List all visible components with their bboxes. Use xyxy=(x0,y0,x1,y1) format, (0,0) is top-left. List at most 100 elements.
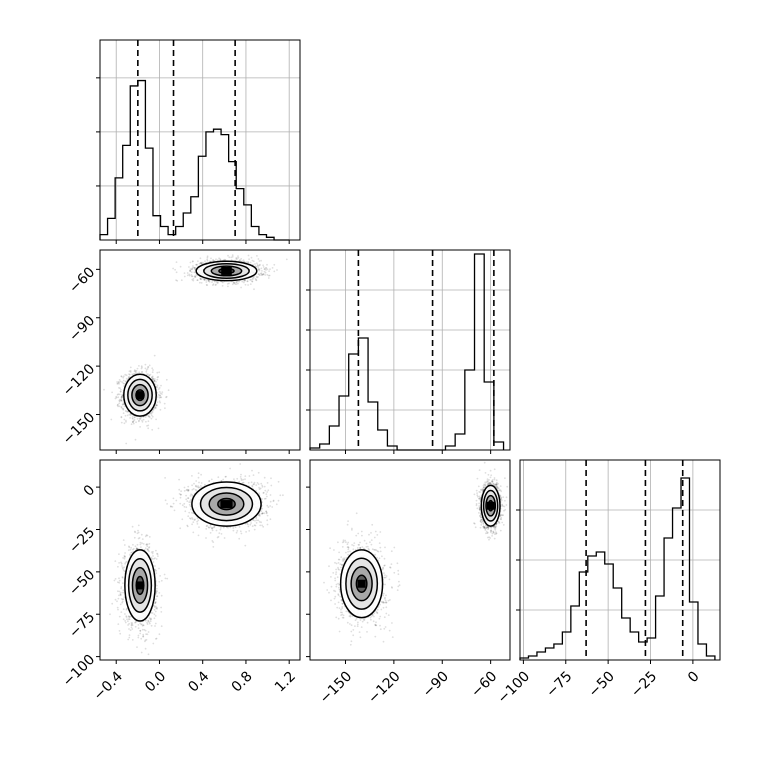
sample-point xyxy=(140,371,143,373)
sample-point xyxy=(237,282,239,285)
sample-point xyxy=(257,519,260,522)
sample-point xyxy=(263,497,266,500)
sample-point xyxy=(152,369,154,371)
sample-point xyxy=(138,537,141,539)
sample-point xyxy=(228,282,230,285)
sample-point xyxy=(154,606,156,608)
sample-point xyxy=(191,275,194,278)
sample-point xyxy=(191,268,194,271)
sample-point xyxy=(137,420,140,423)
sample-point xyxy=(154,602,157,605)
sample-point xyxy=(216,282,219,285)
sample-point xyxy=(131,622,134,625)
sample-point xyxy=(120,399,123,401)
sample-point xyxy=(120,375,123,378)
sample-point xyxy=(158,387,161,389)
histogram-bars xyxy=(309,253,505,451)
sample-point xyxy=(153,380,156,383)
sample-point xyxy=(192,488,195,490)
sample-point xyxy=(191,475,193,477)
sample-point xyxy=(259,263,261,266)
sample-point xyxy=(230,256,233,259)
sample-point xyxy=(155,598,157,600)
sample-point xyxy=(120,562,123,565)
sample-point xyxy=(145,369,148,371)
sample-point xyxy=(240,473,242,476)
sample-point xyxy=(130,624,133,627)
sample-point xyxy=(269,505,272,507)
sample-point xyxy=(157,376,160,378)
sample-point xyxy=(150,624,153,627)
sample-point xyxy=(203,279,206,281)
sample-point xyxy=(117,623,120,625)
sample-point xyxy=(157,427,160,430)
sample-point xyxy=(165,395,168,398)
sample-point xyxy=(196,263,199,266)
sample-point xyxy=(190,268,193,271)
sample-point xyxy=(240,532,243,535)
sample-point xyxy=(187,497,189,499)
sample-point xyxy=(148,546,151,548)
sample-point xyxy=(246,280,249,283)
sample-point xyxy=(140,546,142,548)
sample-point xyxy=(136,367,139,370)
sample-point xyxy=(192,279,195,282)
sample-point xyxy=(132,543,134,546)
sample-point xyxy=(154,557,156,559)
sample-point xyxy=(235,283,238,285)
sample-point xyxy=(240,257,243,260)
sample-point xyxy=(124,621,127,624)
sample-point xyxy=(138,417,141,420)
sample-point xyxy=(257,471,260,474)
sample-point xyxy=(204,260,206,263)
sample-point xyxy=(120,396,123,399)
sample-point xyxy=(140,651,143,654)
sample-point xyxy=(147,653,150,656)
sample-point xyxy=(196,279,199,281)
sample-point xyxy=(212,259,215,262)
sample-point xyxy=(175,279,178,281)
sample-point xyxy=(140,365,143,368)
sample-point xyxy=(148,374,151,377)
sample-point xyxy=(155,404,158,406)
sample-point xyxy=(192,265,194,267)
sample-point xyxy=(158,567,160,570)
sample-point xyxy=(144,535,147,538)
sample-point xyxy=(150,617,152,620)
sample-point xyxy=(132,419,135,422)
sample-point xyxy=(116,382,119,385)
sample-point xyxy=(122,582,124,584)
panel-frame xyxy=(519,459,721,661)
sample-point xyxy=(122,557,124,559)
sample-point xyxy=(118,581,121,584)
sample-point xyxy=(116,606,119,609)
sample-point xyxy=(120,587,122,590)
sample-point xyxy=(122,407,125,410)
sample-point xyxy=(126,618,128,621)
sample-point xyxy=(114,598,117,601)
sample-point xyxy=(122,591,124,594)
sample-point xyxy=(115,395,118,398)
sample-point xyxy=(155,587,158,590)
sample-point xyxy=(155,569,158,572)
histogram-bars xyxy=(99,79,290,241)
sample-point xyxy=(128,615,131,618)
sample-point xyxy=(128,622,131,625)
sample-point xyxy=(192,260,194,262)
sample-point xyxy=(205,284,208,286)
sample-point xyxy=(129,371,132,373)
sample-point xyxy=(211,527,213,529)
sample-point xyxy=(154,601,157,604)
sample-point xyxy=(129,548,132,551)
sample-point xyxy=(114,560,117,562)
sample-point xyxy=(186,524,189,527)
sample-point xyxy=(125,616,128,618)
sample-point xyxy=(141,538,144,540)
sample-point xyxy=(153,380,156,382)
sample-point xyxy=(194,276,197,278)
sample-point xyxy=(164,477,167,479)
sample-point xyxy=(255,275,258,278)
sample-point xyxy=(158,371,161,374)
sample-point xyxy=(249,279,252,281)
sample-point xyxy=(121,403,124,406)
